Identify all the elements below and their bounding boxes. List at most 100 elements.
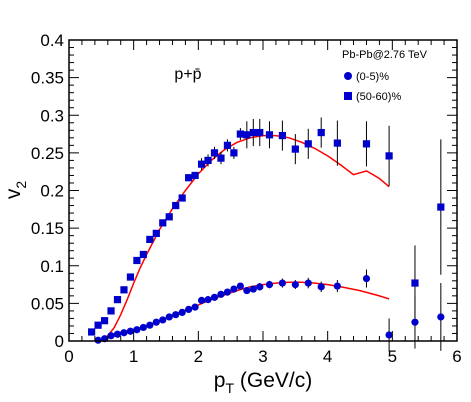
x-axis-title-unit: (GeV/c) [234, 369, 312, 392]
data-point-circle [120, 329, 128, 337]
x-tick-label: 2 [194, 347, 203, 366]
data-point-circle [178, 308, 186, 317]
x-tick-label: 4 [323, 347, 332, 366]
data-point-circle [249, 285, 257, 293]
data-point-square [191, 171, 199, 180]
data-point-circle [411, 318, 419, 326]
data-point-circle [139, 323, 147, 332]
data-point-square [88, 328, 96, 336]
data-point-square [210, 149, 219, 157]
y-tick-label: 0.2 [40, 182, 64, 201]
data-point-square [100, 317, 109, 325]
data-point-circle [146, 321, 154, 329]
data-point-square [223, 141, 232, 149]
data-point-circle [172, 311, 180, 319]
data-point-circle [217, 290, 225, 298]
axis-tick-labels: 0 1 2 3 4 5 6 0 0.05 0.1 0.15 0.2 0.25 0.3 0.35 0.4 [31, 31, 462, 366]
data-point-square [278, 131, 286, 140]
data-point-circle [159, 316, 167, 324]
data-point-circle [265, 280, 274, 289]
data-point-square [113, 296, 122, 304]
legend-marker-square [344, 92, 352, 100]
y-tick-label: 0.35 [31, 69, 64, 88]
data-point-square [333, 139, 341, 147]
data-point-square [265, 131, 274, 139]
data-point-circle [437, 313, 445, 321]
x-axis-title-main: p [214, 369, 226, 392]
data-point-square [304, 140, 312, 148]
x-tick-label: 6 [452, 347, 461, 366]
legend-entry-0: (0-5)% [356, 71, 389, 83]
data-point-square [139, 250, 147, 259]
data-point-circle [223, 288, 232, 296]
data-point-circle [185, 305, 193, 313]
data-point-circle [362, 274, 371, 283]
data-point-circle [126, 327, 135, 335]
data-point-square [437, 203, 445, 211]
data-point-square [385, 152, 393, 160]
data-point-circle [204, 296, 212, 304]
data-point-square [146, 235, 154, 244]
legend: Pb-Pb@2.76 TeV (0-5)% (50-60)% [342, 49, 428, 103]
y-tick-label: 0 [55, 332, 64, 351]
legend-entry-1: (50-60)% [356, 91, 401, 103]
x-axis-title: pT (GeV/c) [214, 369, 312, 396]
fit-curve [100, 134, 390, 342]
data-point-square [256, 128, 264, 137]
data-point-circle [385, 331, 393, 339]
data-point-square [243, 131, 251, 139]
legend-title: Pb-Pb@2.76 TeV [342, 49, 428, 61]
y-axis-title: v2 [2, 181, 29, 200]
data-point-square [185, 174, 193, 182]
data-point-circle [197, 296, 206, 304]
data-point-square [230, 149, 238, 157]
data-point-square [317, 128, 325, 137]
y-tick-label: 0.4 [40, 31, 64, 50]
data-point-circle [152, 318, 160, 326]
data-point-square [133, 256, 141, 265]
x-tick-label: 3 [258, 347, 267, 366]
data-point-circle [113, 330, 122, 338]
data-point-circle [236, 282, 244, 290]
data-markers [88, 128, 445, 344]
data-point-square [152, 229, 160, 237]
x-tick-label: 1 [129, 347, 138, 366]
y-axis-title-main: v [2, 188, 25, 199]
data-point-square [362, 140, 371, 148]
data-point-square [178, 194, 186, 202]
y-axis-title-subscript: 2 [13, 181, 29, 189]
x-tick-label: 0 [64, 347, 73, 366]
data-point-circle [304, 279, 312, 287]
data-point-square [126, 273, 135, 281]
legend-marker-circle [344, 72, 352, 80]
data-point-circle [107, 332, 115, 340]
data-point-circle [278, 279, 286, 287]
data-point-square [94, 321, 102, 329]
data-point-square [107, 307, 115, 315]
data-point-circle [243, 286, 251, 295]
data-point-square [217, 154, 225, 162]
y-tick-label: 0.1 [40, 257, 64, 276]
data-point-square [197, 160, 206, 168]
x-axis-title-subscript: T [225, 380, 234, 396]
fit-curves [97, 134, 390, 342]
data-point-circle [133, 326, 141, 334]
data-point-circle [165, 313, 173, 321]
data-point-square [236, 130, 244, 138]
data-point-circle [191, 303, 199, 311]
data-point-square [120, 286, 128, 294]
y-tick-label: 0.25 [31, 144, 64, 163]
axis-ticks [68, 39, 458, 342]
data-point-square [204, 156, 212, 164]
data-point-circle [256, 283, 264, 291]
data-point-square [291, 145, 299, 153]
data-point-circle [210, 293, 219, 301]
chart-title: p+p̄ [174, 66, 201, 83]
data-point-circle [333, 282, 341, 290]
data-point-square [411, 279, 419, 287]
data-point-square [172, 201, 180, 210]
x-tick-label: 5 [388, 347, 397, 366]
data-point-circle [94, 336, 102, 344]
y-tick-label: 0.05 [31, 294, 64, 313]
data-point-square [249, 128, 257, 137]
